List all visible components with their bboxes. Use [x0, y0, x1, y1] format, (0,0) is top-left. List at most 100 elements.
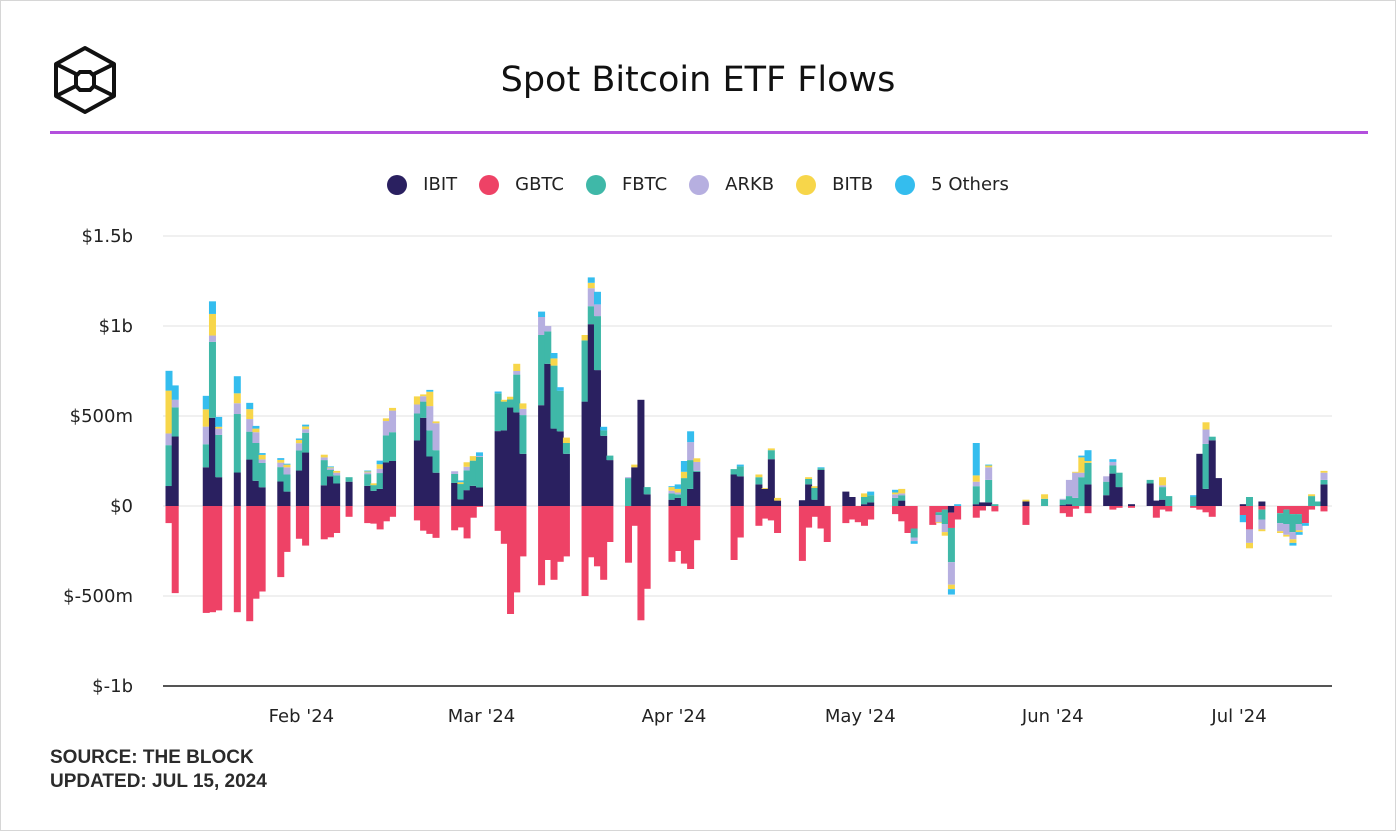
bar-segment-ibit[interactable]: [1128, 504, 1135, 506]
bar-segment-ibit[interactable]: [333, 483, 341, 507]
bar-segment-gbtc[interactable]: [208, 506, 216, 613]
bar-segment-gbtc[interactable]: [420, 506, 428, 531]
bar-segment-fbtc[interactable]: [860, 497, 868, 505]
bar-segment-ibit[interactable]: [631, 467, 639, 506]
bar-segment-gbtc[interactable]: [562, 506, 570, 557]
bar-segment-gbtc[interactable]: [252, 506, 260, 599]
bar-segment-gbtc[interactable]: [507, 506, 515, 614]
bar-segment-fbtc[interactable]: [1041, 498, 1049, 506]
bar-segment-arkb[interactable]: [1320, 472, 1328, 480]
bar-segment-ibit[interactable]: [668, 499, 676, 506]
bar-segment-ibit[interactable]: [376, 488, 384, 506]
legend-item-arkb[interactable]: ARKB: [689, 174, 774, 195]
bar-segment-fbtc[interactable]: [451, 473, 459, 483]
bar-segment-5-others[interactable]: [972, 443, 980, 476]
bar-segment-5-others[interactable]: [202, 395, 210, 410]
bar-segment-gbtc[interactable]: [637, 506, 645, 621]
bar-segment-ibit[interactable]: [326, 476, 334, 506]
bar-segment-gbtc[interactable]: [910, 506, 918, 529]
bar-segment-arkb[interactable]: [1109, 461, 1117, 466]
bar-segment-bitb[interactable]: [1277, 531, 1285, 533]
bar-segment-ibit[interactable]: [1196, 453, 1204, 506]
bar-segment-bitb[interactable]: [513, 363, 521, 371]
bar-segment-gbtc[interactable]: [1084, 506, 1092, 514]
bar-segment-gbtc[interactable]: [680, 506, 688, 564]
bar-segment-arkb[interactable]: [898, 493, 906, 496]
bar-segment-fbtc[interactable]: [333, 475, 341, 484]
bar-segment-fbtc[interactable]: [817, 468, 825, 470]
bar-segment-ibit[interactable]: [252, 480, 260, 506]
bar-segment-ibit[interactable]: [513, 412, 521, 506]
bar-segment-ibit[interactable]: [1202, 488, 1210, 506]
bar-segment-ibit[interactable]: [475, 487, 483, 506]
bar-segment-fbtc[interactable]: [538, 335, 546, 406]
bar-segment-fbtc[interactable]: [1308, 496, 1316, 506]
bar-segment-fbtc[interactable]: [420, 401, 428, 418]
bar-segment-fbtc[interactable]: [1065, 496, 1073, 505]
bar-segment-ibit[interactable]: [1103, 495, 1111, 506]
bar-segment-gbtc[interactable]: [538, 506, 546, 586]
bar-segment-fbtc[interactable]: [376, 473, 384, 489]
bar-segment-ibit[interactable]: [600, 435, 608, 506]
bar-segment-5-others[interactable]: [1301, 523, 1309, 526]
bar-segment-fbtc[interactable]: [562, 443, 570, 454]
bar-segment-gbtc[interactable]: [165, 506, 173, 524]
bar-segment-5-others[interactable]: [687, 431, 695, 443]
bar-segment-5-others[interactable]: [233, 376, 241, 394]
bar-segment-ibit[interactable]: [1320, 484, 1328, 506]
legend-item-fbtc[interactable]: FBTC: [585, 174, 667, 195]
bar-segment-gbtc[interactable]: [817, 506, 825, 529]
bar-segment-gbtc[interactable]: [544, 506, 552, 560]
bar-segment-bitb[interactable]: [326, 467, 334, 469]
bar-segment-gbtc[interactable]: [693, 506, 701, 541]
bar-segment-arkb[interactable]: [258, 459, 266, 463]
bar-segment-bitb[interactable]: [1308, 494, 1316, 497]
bar-segment-fbtc[interactable]: [587, 306, 595, 325]
bar-segment-ibit[interactable]: [842, 491, 850, 506]
bar-segment-bitb[interactable]: [1295, 530, 1303, 533]
bar-segment-ibit[interactable]: [867, 502, 875, 506]
bar-segment-fbtc[interactable]: [457, 484, 465, 500]
bar-segment-bitb[interactable]: [767, 448, 775, 451]
bar-segment-bitb[interactable]: [382, 418, 390, 422]
bar-segment-ibit[interactable]: [1146, 483, 1154, 507]
bar-segment-bitb[interactable]: [693, 458, 701, 462]
bar-segment-fbtc[interactable]: [208, 341, 216, 418]
bar-segment-5-others[interactable]: [954, 504, 962, 506]
bar-segment-arkb[interactable]: [587, 288, 595, 307]
bar-segment-arkb[interactable]: [1059, 498, 1067, 500]
bar-segment-5-others[interactable]: [326, 466, 334, 468]
bar-segment-fbtc[interactable]: [892, 497, 900, 506]
bar-segment-5-others[interactable]: [215, 416, 223, 427]
bar-segment-gbtc[interactable]: [1245, 506, 1253, 530]
bar-segment-ibit[interactable]: [463, 490, 471, 506]
bar-segment-bitb[interactable]: [761, 488, 769, 489]
bar-segment-arkb[interactable]: [426, 406, 434, 431]
bar-segment-gbtc[interactable]: [941, 506, 949, 510]
bar-segment-bitb[interactable]: [469, 456, 477, 461]
bar-segment-fbtc[interactable]: [246, 431, 254, 460]
bar-segment-ibit[interactable]: [550, 428, 558, 506]
bar-segment-fbtc[interactable]: [1320, 479, 1328, 485]
bar-segment-gbtc[interactable]: [867, 506, 875, 520]
bar-segment-fbtc[interactable]: [1190, 497, 1198, 506]
bar-segment-bitb[interactable]: [202, 409, 210, 427]
bar-segment-fbtc[interactable]: [1277, 513, 1285, 524]
bar-segment-fbtc[interactable]: [767, 450, 775, 460]
bar-segment-5-others[interactable]: [376, 460, 384, 465]
bar-segment-bitb[interactable]: [413, 396, 421, 405]
bar-segment-gbtc[interactable]: [1208, 506, 1216, 517]
bar-segment-bitb[interactable]: [1078, 457, 1086, 473]
bar-segment-arkb[interactable]: [233, 403, 241, 415]
bar-segment-arkb[interactable]: [1289, 532, 1297, 540]
bar-segment-5-others[interactable]: [208, 301, 216, 314]
bar-segment-ibit[interactable]: [556, 431, 564, 506]
bar-segment-fbtc[interactable]: [910, 528, 918, 538]
bar-segment-ibit[interactable]: [693, 471, 701, 506]
bar-segment-5-others[interactable]: [680, 461, 688, 472]
bar-segment-bitb[interactable]: [320, 454, 328, 458]
bar-segment-gbtc[interactable]: [730, 506, 738, 560]
bar-segment-5-others[interactable]: [892, 489, 900, 493]
bar-segment-bitb[interactable]: [755, 474, 763, 478]
bar-segment-ibit[interactable]: [320, 485, 328, 506]
